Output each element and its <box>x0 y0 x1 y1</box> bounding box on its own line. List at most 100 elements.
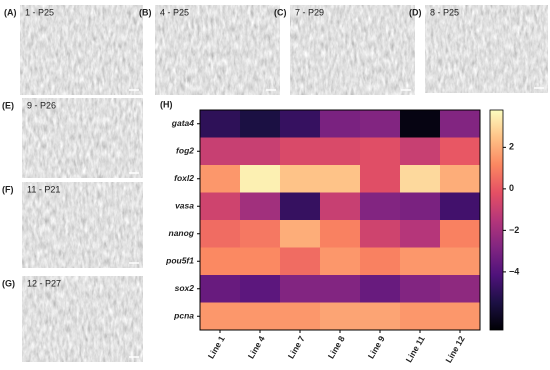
heat-cell <box>320 275 361 303</box>
column-label: Line 4 <box>246 334 267 361</box>
panel-label: 7 - P29 <box>295 7 324 17</box>
heat-cell <box>400 275 441 303</box>
heat-cell <box>240 165 281 193</box>
heat-cell <box>440 275 481 303</box>
heat-cell <box>400 302 441 331</box>
panel-tag: (H) <box>160 99 173 109</box>
micrograph <box>20 5 143 95</box>
heat-cell <box>360 220 401 248</box>
heat-cell <box>320 302 361 331</box>
colorbar-tick-label: −2 <box>509 225 519 235</box>
heat-cell <box>360 110 401 138</box>
panel-tag: (C) <box>274 7 287 17</box>
micrograph <box>22 98 143 178</box>
heat-cell <box>200 192 241 221</box>
micrograph <box>22 182 143 268</box>
image-panels: (A) 1 - P25 (B) 4 - P25 (C) 7 - P29 (D) 8 - P25… <box>2 5 548 362</box>
panel-tag: (G) <box>2 278 15 288</box>
column-label: Line 9 <box>366 334 387 361</box>
heat-cell <box>320 220 361 248</box>
panel-tag: (D) <box>409 7 422 17</box>
micrograph <box>425 5 548 93</box>
panel-label: 4 - P25 <box>160 7 189 17</box>
micrograph <box>22 276 143 362</box>
heat-cell <box>440 137 481 166</box>
heat-cell <box>440 110 481 138</box>
panel-label: 1 - P25 <box>25 7 54 17</box>
heat-cell <box>280 192 321 221</box>
row-label: pou5f1 <box>165 256 194 266</box>
heat-cell <box>440 192 481 221</box>
heat-cell <box>360 165 401 193</box>
panel-tag: (F) <box>2 184 14 194</box>
heat-cell <box>440 247 481 276</box>
heat-cell <box>240 275 281 303</box>
heat-cell <box>440 302 481 331</box>
heat-cell <box>240 302 281 331</box>
heat-cell <box>280 165 321 193</box>
heat-cell <box>400 165 441 193</box>
panel-tag: (E) <box>2 100 14 110</box>
row-label: nanog <box>169 228 195 238</box>
colorbar-tick-label: 0 <box>509 183 514 193</box>
heat-cell <box>200 165 241 193</box>
heat-cell <box>320 110 361 138</box>
column-label: Line 1 <box>206 334 227 361</box>
column-label: Line 8 <box>326 334 347 361</box>
heat-cell <box>360 137 401 166</box>
colorbar-tick-label: 2 <box>509 142 514 152</box>
row-label: sox2 <box>175 283 195 293</box>
row-label: gata4 <box>171 118 194 128</box>
heat-cell <box>200 275 241 303</box>
column-label: Line 12 <box>443 334 466 365</box>
heat-cell <box>360 192 401 221</box>
heat-cell <box>280 247 321 276</box>
heat-cell <box>360 247 401 276</box>
heat-cell <box>280 275 321 303</box>
heat-cell <box>200 302 241 331</box>
heat-cell <box>320 247 361 276</box>
heat-cell <box>400 110 441 138</box>
heat-cell <box>280 137 321 166</box>
heat-cell <box>280 220 321 248</box>
panel-label: 11 - P21 <box>27 184 60 194</box>
heat-cell <box>320 137 361 166</box>
colorbar-tick-label: −4 <box>509 266 519 276</box>
row-label: foxl2 <box>174 173 194 183</box>
row-label: pcna <box>173 311 194 321</box>
heat-cell <box>240 247 281 276</box>
heat-cell <box>320 165 361 193</box>
heat-cell <box>240 110 281 138</box>
colorbar <box>489 109 504 331</box>
panel-label: 12 - P27 <box>27 278 61 288</box>
heat-cell <box>400 137 441 166</box>
heatmap: (H) gata4 fog2 foxl2 vasa nanog pou5f1 sox2 pcna… <box>160 99 519 364</box>
heat-cell <box>200 247 241 276</box>
column-label: Line 7 <box>286 334 307 361</box>
panel-tag: (B) <box>139 7 152 17</box>
column-label: Line 11 <box>404 334 427 364</box>
heat-cell <box>200 110 241 138</box>
heat-cell <box>240 192 281 221</box>
panel-label: 9 - P26 <box>27 100 56 110</box>
panel-label: 8 - P25 <box>430 7 459 17</box>
heat-cell <box>400 220 441 248</box>
row-label: fog2 <box>176 146 194 156</box>
panel-tag: (A) <box>4 7 17 17</box>
heat-cell <box>400 247 441 276</box>
heat-cell <box>200 137 241 166</box>
heat-cell <box>440 220 481 248</box>
micrograph <box>290 5 415 95</box>
heat-cell <box>440 165 481 193</box>
micrograph <box>155 5 280 95</box>
row-label: vasa <box>175 201 194 211</box>
heat-cell <box>320 192 361 221</box>
heat-cell <box>200 220 241 248</box>
heat-cell <box>280 110 321 138</box>
heat-cell <box>360 275 401 303</box>
heat-cell <box>280 302 321 331</box>
heat-cell <box>240 137 281 166</box>
heat-cell <box>360 302 401 331</box>
heat-cell <box>400 192 441 221</box>
